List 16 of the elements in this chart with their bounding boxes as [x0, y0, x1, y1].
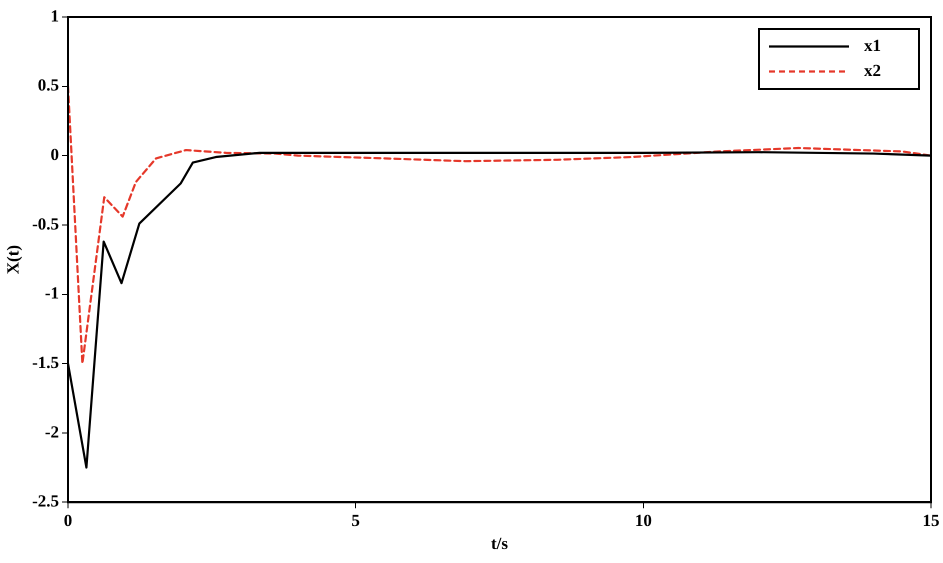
legend-label: x1: [864, 36, 881, 55]
x-tick-label: 0: [64, 510, 72, 530]
y-tick-label: -2.5: [32, 492, 59, 511]
y-tick-label: -0.5: [32, 214, 59, 234]
y-tick-label: -2: [44, 422, 59, 442]
legend-label: x2: [864, 60, 881, 80]
y-tick-label: 1: [50, 6, 59, 26]
y-tick-label: -1.5: [32, 352, 59, 372]
x-tick-label: 15: [922, 510, 940, 530]
x-tick-label: 5: [351, 510, 360, 530]
y-tick-label: -1: [44, 284, 59, 303]
x-axis-title: t/s: [491, 534, 508, 554]
x-tick-label: 10: [634, 510, 652, 530]
y-tick-label: 0: [50, 145, 59, 164]
y-axis-title: X(t): [4, 244, 23, 274]
y-tick-label: 0.5: [38, 76, 59, 95]
